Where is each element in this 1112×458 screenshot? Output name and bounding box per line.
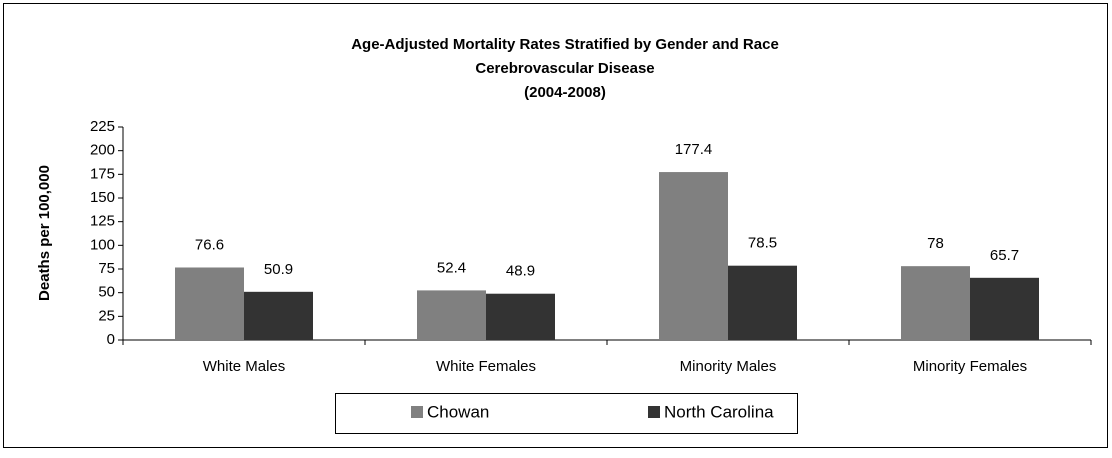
data-label: 65.7 <box>990 247 1019 264</box>
bar <box>728 265 797 340</box>
bar <box>486 293 555 340</box>
x-tick-label: White Males <box>203 358 286 375</box>
y-tick-label: 100 <box>90 236 115 253</box>
data-label: 78 <box>927 235 944 252</box>
bar <box>970 277 1039 340</box>
y-tick-label: 25 <box>98 307 115 324</box>
y-axis-label: Deaths per 100,000 <box>36 165 53 301</box>
y-tick-label: 50 <box>98 284 115 301</box>
y-tick-label: 225 <box>90 118 115 135</box>
chart-frame <box>3 3 1108 448</box>
x-tick-label: White Females <box>436 358 536 375</box>
y-tick-label: 175 <box>90 165 115 182</box>
y-tick-label: 0 <box>107 331 115 348</box>
bar <box>244 291 313 340</box>
legend-label: Chowan <box>427 402 489 421</box>
legend-label: North Carolina <box>664 402 774 421</box>
bar <box>175 267 244 340</box>
bar <box>659 172 728 340</box>
data-label: 52.4 <box>437 259 466 276</box>
bar <box>901 266 970 340</box>
data-label: 48.9 <box>506 263 535 280</box>
y-tick-label: 125 <box>90 213 115 230</box>
chart-period: (2004-2008) <box>524 84 606 101</box>
data-label: 76.6 <box>195 236 224 253</box>
legend-swatch <box>648 406 660 418</box>
x-tick-label: Minority Females <box>913 358 1027 375</box>
chart-title: Age-Adjusted Mortality Rates Stratified … <box>351 36 779 53</box>
data-label: 78.5 <box>748 235 777 252</box>
bar <box>417 290 486 340</box>
y-tick-label: 150 <box>90 189 115 206</box>
y-tick-label: 75 <box>98 260 115 277</box>
data-label: 50.9 <box>264 261 293 278</box>
data-label: 177.4 <box>675 141 713 158</box>
y-tick-label: 200 <box>90 142 115 159</box>
chart-subtitle: Cerebrovascular Disease <box>475 60 654 77</box>
legend-swatch <box>411 406 423 418</box>
x-tick-label: Minority Males <box>680 358 777 375</box>
